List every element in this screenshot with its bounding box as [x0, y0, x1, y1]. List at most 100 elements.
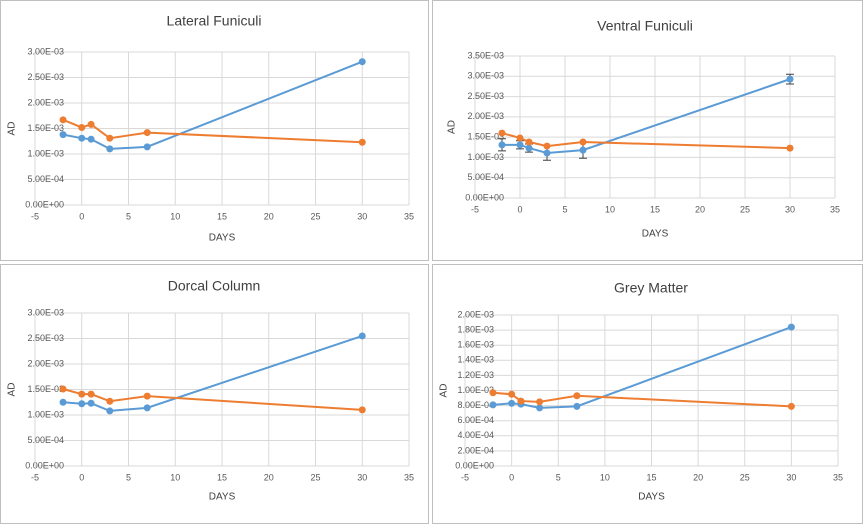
y-tick-label: 2.00E-03 — [457, 309, 494, 319]
x-tick-label: -5 — [31, 472, 39, 482]
x-tick-label: 10 — [605, 204, 615, 214]
marker — [358, 138, 366, 146]
marker — [59, 385, 67, 393]
x-tick-label: 25 — [310, 211, 320, 221]
x-tick-label: 20 — [695, 204, 705, 214]
y-tick-label: 6.00E-04 — [457, 415, 494, 425]
marker — [516, 134, 524, 142]
marker — [143, 404, 151, 412]
marker — [786, 75, 794, 83]
marker — [106, 407, 114, 415]
y-tick-label: 1.00E-03 — [27, 409, 64, 419]
y-axis-title: AD — [7, 383, 18, 397]
y-tick-label: 1.00E-03 — [27, 148, 64, 158]
marker — [78, 134, 86, 142]
x-tick-label: 35 — [830, 204, 840, 214]
marker — [78, 123, 86, 131]
x-tick-label: 20 — [693, 472, 703, 482]
x-tick-label: 30 — [357, 211, 367, 221]
y-tick-label: 5.00E-04 — [27, 174, 64, 184]
marker — [508, 399, 516, 407]
marker — [516, 141, 524, 149]
x-axis-title: DAYS — [209, 492, 236, 503]
y-axis-title: AD — [439, 384, 450, 398]
marker — [787, 402, 795, 410]
y-tick-label: 2.50E-03 — [27, 333, 64, 343]
y-tick-label: 2.00E-03 — [27, 97, 64, 107]
marker — [106, 145, 114, 153]
x-tick-label: 25 — [740, 472, 750, 482]
panel — [0, 264, 429, 524]
y-tick-label: 2.00E-04 — [457, 445, 494, 455]
chart-title: Grey Matter — [614, 280, 688, 296]
y-tick-label: 1.50E-03 — [27, 384, 64, 394]
y-tick-label: 1.50E-03 — [467, 132, 504, 142]
y-tick-label: 1.60E-03 — [457, 340, 494, 350]
x-tick-label: 5 — [126, 472, 131, 482]
marker — [358, 406, 366, 414]
y-tick-label: 1.80E-03 — [457, 324, 494, 334]
marker — [543, 142, 551, 150]
marker — [498, 129, 506, 137]
x-tick-label: 35 — [404, 211, 414, 221]
marker — [508, 390, 516, 398]
chart-title: Dorcal Column — [168, 278, 261, 294]
marker — [87, 135, 95, 143]
x-tick-label: 10 — [600, 472, 610, 482]
marker — [498, 141, 506, 149]
marker — [787, 323, 795, 331]
marker — [59, 116, 67, 124]
x-tick-label: 15 — [646, 472, 656, 482]
x-tick-label: 0 — [79, 472, 84, 482]
chart-title: Lateral Funiculi — [167, 13, 262, 29]
marker — [579, 138, 587, 146]
y-tick-label: 5.00E-04 — [467, 172, 504, 182]
y-tick-label: 0.00E+00 — [455, 460, 494, 470]
y-tick-label: 2.50E-03 — [467, 91, 504, 101]
y-tick-label: 3.00E-03 — [27, 46, 64, 56]
x-tick-label: 15 — [217, 211, 227, 221]
y-axis-title: AD — [7, 122, 18, 136]
x-tick-label: 30 — [785, 204, 795, 214]
x-tick-label: 25 — [310, 472, 320, 482]
x-tick-label: 20 — [264, 472, 274, 482]
marker — [579, 146, 587, 154]
marker — [143, 143, 151, 151]
y-tick-label: 2.00E-03 — [467, 111, 504, 121]
x-tick-label: 0 — [509, 472, 514, 482]
x-tick-label: 30 — [357, 472, 367, 482]
x-tick-label: 35 — [833, 472, 843, 482]
marker — [525, 138, 533, 146]
x-tick-label: 10 — [170, 472, 180, 482]
x-tick-label: -5 — [471, 204, 479, 214]
marker — [536, 398, 544, 406]
y-tick-label: 2.50E-03 — [27, 72, 64, 82]
y-tick-label: 1.40E-03 — [457, 355, 494, 365]
marker — [489, 389, 497, 397]
marker — [87, 390, 95, 398]
y-tick-label: 1.20E-03 — [457, 370, 494, 380]
marker — [87, 120, 95, 128]
marker — [786, 144, 794, 152]
y-tick-label: 3.00E-03 — [27, 307, 64, 317]
x-axis-title: DAYS — [642, 229, 669, 240]
y-tick-label: 8.00E-04 — [457, 400, 494, 410]
marker — [106, 397, 114, 405]
marker — [78, 390, 86, 398]
y-tick-label: 2.00E-03 — [27, 358, 64, 368]
x-tick-label: 35 — [404, 472, 414, 482]
marker — [573, 392, 581, 400]
marker — [78, 400, 86, 408]
x-tick-label: -5 — [461, 472, 469, 482]
marker — [358, 332, 366, 340]
x-tick-label: 15 — [217, 472, 227, 482]
y-tick-label: 3.50E-03 — [467, 50, 504, 60]
y-tick-label: 0.00E+00 — [25, 460, 64, 470]
x-axis-title: DAYS — [209, 233, 236, 244]
x-tick-label: 30 — [786, 472, 796, 482]
y-tick-label: 5.00E-04 — [27, 435, 64, 445]
marker — [59, 398, 67, 406]
x-tick-label: 25 — [740, 204, 750, 214]
marker — [525, 144, 533, 152]
